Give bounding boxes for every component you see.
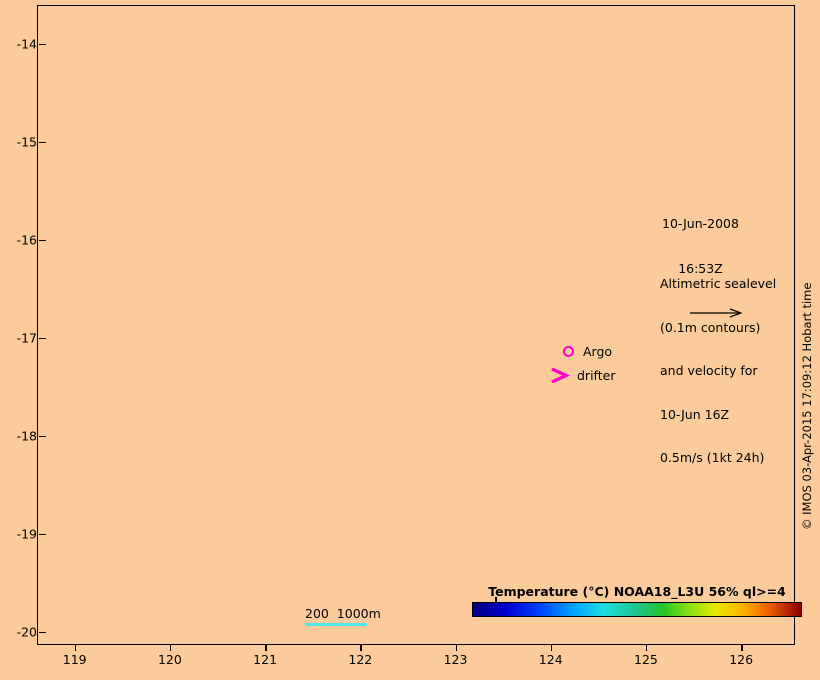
y-axis-tick: [38, 631, 46, 634]
x-axis-tick: [550, 643, 553, 651]
x-axis-tick-label: 119: [62, 652, 87, 667]
x-axis-tick-label: 123: [443, 652, 468, 667]
altimetry-line-5: 0.5m/s (1kt 24h): [660, 450, 765, 465]
argo-legend-entry: Argo: [563, 344, 612, 359]
y-axis-tick: [38, 435, 46, 438]
date-line: 10-Jun-2008: [662, 216, 739, 231]
colorbar-title: Temperature (°C) NOAA18_L3U 56% ql>=4: [488, 584, 786, 599]
y-axis-tick-label: -19: [16, 526, 37, 542]
x-axis-tick: [645, 643, 648, 651]
x-axis-tick: [265, 643, 267, 651]
colorbar-tick: [495, 597, 497, 603]
altimetry-line-2: (0.1m contours): [660, 319, 761, 335]
map-plot-area[interactable]: [37, 5, 795, 645]
x-axis-tick: [360, 643, 362, 651]
altimetry-line-1: Altimetric sealevel: [660, 276, 777, 291]
y-axis-tick-label: -16: [16, 232, 37, 248]
x-axis-tick: [455, 643, 457, 651]
x-axis-tick-label: 122: [348, 652, 373, 667]
altimetry-line-3: and velocity for: [660, 363, 758, 378]
y-axis-tick-label: -17: [16, 330, 37, 346]
x-axis-tick-label: 126: [729, 652, 754, 667]
copyright-text: © IMOS 03-Apr-2015 17:09:12 Hobart time: [800, 282, 814, 530]
altimetry-line-4: 10-Jun 16Z: [660, 406, 730, 422]
drifter-marker-icon: [551, 368, 570, 383]
bathymetry-legend-label: 200 1000m: [305, 606, 381, 621]
temperature-colorbar: Temperature (°C) NOAA18_L3U 56% ql>=4: [472, 584, 802, 617]
argo-legend-label: Argo: [583, 344, 613, 359]
y-axis-tick: [38, 533, 46, 536]
reference-velocity-arrow-icon: [690, 308, 742, 318]
drifter-legend-entry: drifter: [551, 368, 615, 383]
altimetry-description-annotation: Altimetric sealevel (0.1m contours) and …: [660, 248, 776, 495]
colorbar-gradient-fill: [473, 603, 801, 616]
y-axis-tick: [38, 337, 46, 340]
x-axis-tick: [169, 643, 172, 651]
colorbar-gradient-bar: [472, 597, 802, 617]
y-axis-tick: [38, 141, 46, 144]
y-axis-tick-label: -14: [16, 36, 37, 52]
y-axis-tick: [38, 43, 46, 46]
x-axis-tick-label: 125: [633, 652, 658, 667]
y-axis-tick: [38, 239, 46, 242]
x-axis-tick: [74, 643, 77, 651]
x-axis-tick-label: 120: [157, 652, 182, 667]
overlay-contours-and-vectors-layer: [38, 6, 793, 643]
y-axis-tick-label: -15: [16, 134, 37, 150]
y-axis-tick-label: -20: [16, 624, 37, 640]
argo-marker-icon: [563, 346, 574, 357]
bathymetry-legend-line: [305, 623, 367, 626]
x-axis-tick: [741, 643, 743, 651]
y-axis-tick-label: -18: [16, 428, 37, 444]
drifter-legend-label: drifter: [577, 368, 616, 383]
x-axis-tick-label: 121: [253, 652, 278, 667]
time-line: 16:53Z: [678, 261, 723, 276]
observation-datetime-annotation: 10-Jun-2008 16:53Z: [662, 186, 739, 306]
x-axis-tick-label: 124: [538, 652, 563, 667]
bathymetry-scale-legend: 200 1000m: [305, 606, 381, 626]
